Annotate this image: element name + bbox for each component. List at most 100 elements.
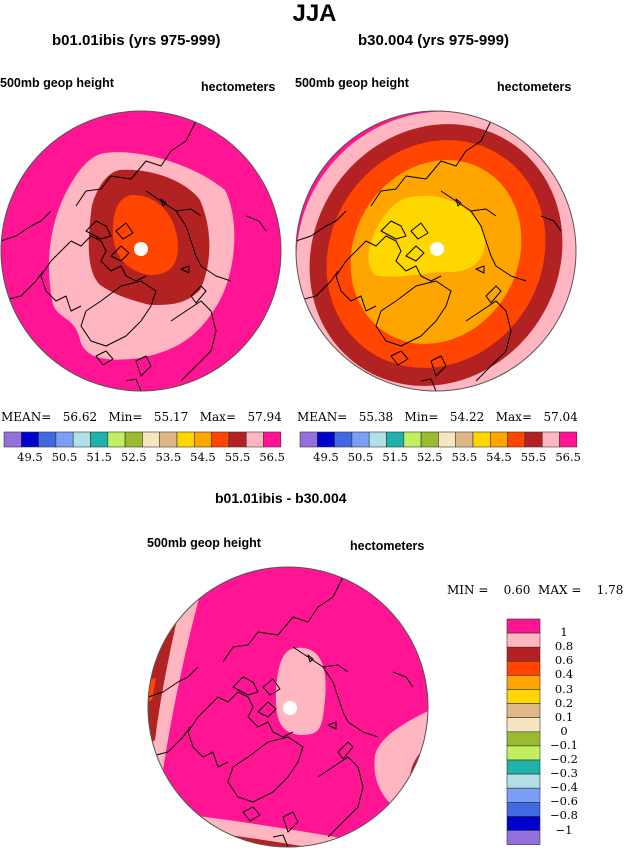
colorbar-tick-label: 53.5 <box>451 450 478 464</box>
colorbar-tick-label: 0.6 <box>554 653 574 668</box>
colorbar-swatch <box>211 431 230 448</box>
plot3-max-label: MAX = <box>538 583 582 597</box>
colorbar-swatch <box>506 830 541 845</box>
colorbar-tick-label: 0.1 <box>554 709 574 724</box>
colorbar-swatch <box>472 431 491 448</box>
colorbar-tick-label: 52.5 <box>120 450 147 464</box>
colorbar-tick-label: 1 <box>560 625 568 640</box>
colorbar-tick-label: 0.2 <box>554 695 574 710</box>
plot3-min-label: MIN = <box>447 583 489 597</box>
plot1-right-label: hectometers <box>201 80 276 94</box>
colorbar-swatch <box>506 632 541 648</box>
colorbar-swatch <box>107 431 126 448</box>
colorbar-tick-label: 51.5 <box>86 450 112 464</box>
colorbar-tick-label: 50.5 <box>347 450 374 464</box>
plot1-stats: MEAN= 56.62 Min= 55.17 Max= 57.94 <box>1 410 282 424</box>
colorbar-tick-label: −0.2 <box>550 752 578 766</box>
main-title: JJA <box>292 0 337 27</box>
colorbar-swatch <box>142 431 160 448</box>
colorbar-swatch <box>524 431 543 448</box>
plot1-mean: 56.62 <box>62 410 98 424</box>
colorbar-swatch <box>299 431 318 448</box>
colorbar-tick-label: 0.8 <box>554 639 574 654</box>
plot2-colorbar <box>299 431 578 448</box>
colorbar-tick-label: −1 <box>555 822 573 837</box>
colorbar-tick-label: 53.5 <box>155 450 182 464</box>
plot2-title: b30.004 (yrs 975-999) <box>358 32 509 49</box>
colorbar-tick-label: 56.5 <box>259 450 285 464</box>
colorbar-swatch <box>506 675 541 690</box>
colorbar-tick-label: −0.1 <box>550 737 578 752</box>
colorbar-tick-label: 56.5 <box>555 450 581 464</box>
plot1-max: 57.94 <box>247 410 282 424</box>
plot2-min-label: Min= <box>404 410 439 424</box>
colorbar-tick-label: 55.5 <box>224 450 251 464</box>
colorbar-swatch <box>506 745 541 761</box>
plot2-stats: MEAN= 55.38 Min= 54.22 Max= 57.04 <box>297 410 578 424</box>
colorbar-swatch <box>506 646 541 662</box>
plot1-min-label: Min= <box>108 410 143 424</box>
colorbar-tick-label: 54.5 <box>190 450 216 464</box>
plot3-right-label: hectometers <box>350 539 425 553</box>
colorbar-swatch <box>506 801 541 817</box>
plot1-mean-label: MEAN= <box>1 410 52 424</box>
colorbar-swatch <box>420 431 439 448</box>
colorbar-swatch <box>559 431 578 448</box>
plot2-max: 57.04 <box>543 410 578 424</box>
colorbar-swatch <box>506 759 541 775</box>
plot1-title: b01.01ibis (yrs 975-999) <box>52 32 221 49</box>
map2-border <box>295 110 577 392</box>
plot3-max: 1.78 <box>596 583 624 597</box>
colorbar-tick-label: −0.4 <box>550 780 578 795</box>
colorbar-swatch <box>506 816 541 831</box>
plot1-min: 55.17 <box>153 410 189 424</box>
colorbar-swatch <box>506 731 541 747</box>
colorbar-swatch <box>90 431 109 448</box>
plot3-colorbar <box>506 618 541 845</box>
map1-border <box>0 110 282 392</box>
colorbar-swatch <box>20 431 39 448</box>
colorbar-tick-label: −0.6 <box>550 794 578 809</box>
plot1-left-label: 500mb geop height <box>0 76 114 90</box>
map2-pole <box>430 242 444 256</box>
colorbar-swatch <box>316 431 335 448</box>
plot3-min: 0.60 <box>503 583 531 597</box>
colorbar-swatch <box>334 431 353 448</box>
colorbar-swatch <box>506 703 541 718</box>
colorbar-tick-label: −0.3 <box>550 766 578 781</box>
colorbar-swatch <box>245 431 264 448</box>
colorbar-swatch <box>194 431 212 448</box>
map1-pole <box>134 242 148 256</box>
colorbar-swatch <box>403 431 422 448</box>
plot2-right-label: hectometers <box>497 80 572 94</box>
colorbar-swatch <box>506 773 541 789</box>
colorbar-swatch <box>228 431 247 448</box>
colorbar-swatch <box>3 431 22 448</box>
colorbar-swatch <box>455 431 474 448</box>
colorbar-swatch <box>507 431 526 448</box>
colorbar-tick-label: 50.5 <box>51 450 78 464</box>
plot1-max-label: Max= <box>199 410 236 424</box>
colorbar-swatch <box>55 431 74 448</box>
map2-region-54.0 <box>368 195 485 277</box>
colorbar-swatch <box>506 689 541 704</box>
map3-region-0.8-pole <box>275 647 326 735</box>
colorbar-swatch <box>38 431 57 448</box>
colorbar-swatch <box>386 431 405 448</box>
plot3-stats: MIN = 0.60 MAX = 1.78 <box>447 583 623 597</box>
plot2-min: 54.22 <box>449 410 485 424</box>
colorbar-swatch <box>368 431 387 448</box>
colorbar-swatch <box>506 787 541 803</box>
colorbar-swatch <box>176 431 195 448</box>
plot2-mean-label: MEAN= <box>297 410 348 424</box>
colorbar-tick-label: 52.5 <box>416 450 443 464</box>
plot2-left-label: 500mb geop height <box>295 76 409 90</box>
colorbar-swatch <box>159 431 178 448</box>
plot3-left-label: 500mb geop height <box>147 536 261 550</box>
colorbar-tick-label: 0.3 <box>554 681 574 696</box>
plot2-mean: 55.38 <box>358 410 394 424</box>
plot3-title: b01.01ibis - b30.004 <box>215 490 347 506</box>
map3-pole <box>283 701 297 715</box>
colorbar-tick-label: 54.5 <box>486 450 512 464</box>
